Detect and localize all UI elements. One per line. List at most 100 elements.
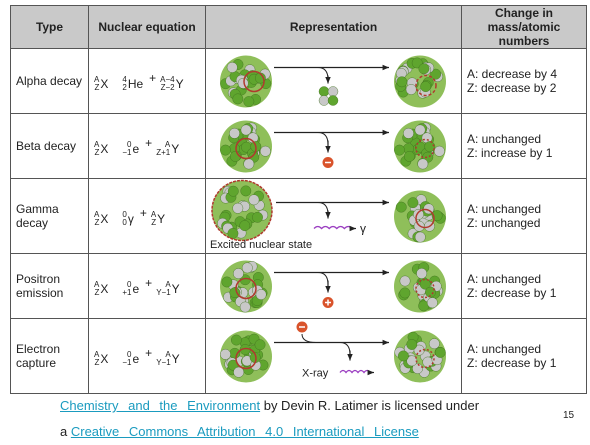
highlight-ring bbox=[415, 348, 435, 369]
nucleon bbox=[254, 339, 266, 351]
nuclide: A Z+1 Y bbox=[156, 140, 180, 157]
nucleon bbox=[240, 124, 252, 136]
nucleon bbox=[426, 297, 438, 309]
nucleon bbox=[399, 275, 411, 287]
equation-cell: A Z X 0 −1 e + A Z+1 Y bbox=[88, 113, 206, 179]
change-line: A: unchanged bbox=[467, 132, 542, 146]
nucleon bbox=[414, 231, 426, 243]
mass-number: A bbox=[94, 139, 100, 149]
symbol: e bbox=[132, 281, 140, 296]
equation-cell: A Z X 4 2 He + A−4 Z−2 Y bbox=[88, 48, 206, 114]
operator: + bbox=[149, 70, 157, 85]
change-cell: A: unchanged Z: decrease by 1 bbox=[461, 318, 587, 394]
source-link[interactable]: Chemistry and the Environment bbox=[60, 398, 261, 413]
mass-number: 0 bbox=[127, 349, 132, 359]
atomic-number: Y−1 bbox=[156, 287, 171, 297]
nucleon bbox=[434, 145, 445, 157]
mass-atomic: 0 −1 bbox=[122, 139, 132, 157]
mass-atomic: A−4 Z−2 bbox=[160, 75, 175, 92]
atomic-number: Z bbox=[151, 217, 157, 227]
nucleon bbox=[395, 201, 407, 213]
nucleon bbox=[239, 301, 251, 313]
nucleon bbox=[229, 347, 241, 359]
arrow-head bbox=[325, 77, 331, 84]
mass-number: 0 bbox=[127, 139, 132, 149]
change-line: A: unchanged bbox=[467, 202, 542, 216]
license-link[interactable]: Creative Commons Attribution 4.0 Interna… bbox=[70, 424, 419, 439]
mass-atomic: A Z+1 bbox=[156, 140, 170, 157]
table-row: Electron capture A Z X 0 −1 e + A Y−1 Y X-ray A: unc… bbox=[10, 318, 587, 394]
symbol: Y bbox=[171, 141, 180, 156]
wave bbox=[339, 369, 371, 374]
representation-cell bbox=[205, 48, 462, 114]
type-cell: Alpha decay bbox=[10, 48, 89, 114]
nucleon bbox=[396, 76, 408, 88]
nucleon bbox=[260, 145, 271, 157]
nucleon bbox=[422, 356, 434, 368]
symbol: Y bbox=[171, 351, 180, 366]
nucleon bbox=[230, 334, 242, 346]
nucleon bbox=[233, 366, 245, 378]
arrow-head bbox=[367, 369, 374, 376]
representation bbox=[220, 120, 446, 173]
atomic-number: Z bbox=[94, 217, 100, 227]
nucleus bbox=[394, 330, 446, 383]
type-cell: Electron capture bbox=[10, 318, 89, 394]
highlight-ring bbox=[415, 74, 437, 97]
arrow-head bbox=[382, 269, 389, 276]
change-line: A: unchanged bbox=[467, 272, 542, 286]
mass-number: A bbox=[94, 209, 100, 219]
change-cell: A: unchanged Z: unchanged bbox=[461, 178, 587, 254]
atomic-number: 0 bbox=[122, 217, 127, 227]
mass-number: 4 bbox=[122, 74, 127, 84]
symbol: e bbox=[132, 141, 140, 156]
symbol: X bbox=[100, 281, 109, 296]
nucleon bbox=[241, 262, 253, 274]
branch bbox=[317, 132, 329, 145]
branch bbox=[339, 342, 351, 355]
nucleon bbox=[232, 268, 244, 279]
atomic-number: Z−2 bbox=[160, 82, 175, 92]
nucleus bbox=[394, 190, 446, 243]
alpha-nucleon bbox=[327, 95, 339, 106]
nucleon bbox=[226, 61, 238, 73]
mass-atomic: A Y−1 bbox=[156, 280, 171, 297]
table-body: Alpha decay A Z X 4 2 He + A−4 Z−2 Y A: decrease by… bbox=[10, 48, 587, 394]
nucleon bbox=[406, 339, 418, 350]
nucleon bbox=[403, 151, 415, 162]
representation bbox=[220, 260, 446, 313]
change-line: Z: decrease by 1 bbox=[467, 356, 557, 370]
nucleon bbox=[239, 220, 251, 232]
nucleon bbox=[229, 287, 241, 299]
atomic-number: Z bbox=[94, 82, 100, 92]
nucleon bbox=[255, 289, 267, 300]
mass-number: A bbox=[94, 74, 100, 84]
nucleon bbox=[252, 211, 263, 223]
representation-cell bbox=[205, 113, 462, 179]
nucleon bbox=[397, 350, 409, 362]
footer-line: a Creative Commons Attribution 4.0 Inter… bbox=[60, 424, 419, 439]
arrow-head bbox=[325, 286, 331, 293]
change-cell: A: decrease by 4 Z: decrease by 2 bbox=[461, 48, 587, 114]
nuclide: A Y−1 Y bbox=[156, 280, 179, 297]
nucleus bbox=[220, 330, 272, 383]
atomic-number: −1 bbox=[122, 147, 132, 157]
nucleon bbox=[220, 348, 231, 360]
change-line: Z: increase by 1 bbox=[467, 146, 553, 160]
symbol: X bbox=[100, 76, 109, 91]
header-cell: Type bbox=[10, 5, 89, 49]
highlight-ring bbox=[415, 208, 435, 229]
capture-path bbox=[301, 333, 317, 343]
change-line: Z: decrease by 2 bbox=[467, 81, 557, 95]
atomic-number: +1 bbox=[122, 287, 132, 297]
arrow-head bbox=[349, 225, 356, 232]
highlight-ring bbox=[235, 137, 257, 160]
atomic-number: Y−1 bbox=[156, 357, 171, 367]
